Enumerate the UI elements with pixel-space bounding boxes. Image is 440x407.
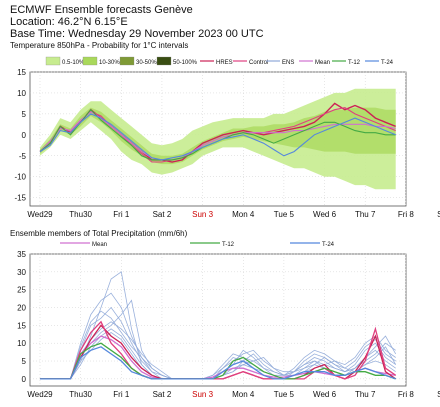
x-tick-label: Sat 2 — [153, 210, 172, 219]
legend-label: T-12 — [222, 242, 235, 248]
x-tick-label: Sat 9 — [437, 210, 440, 219]
legend-label: T-12 — [348, 60, 361, 66]
x-tick-label: Wed 6 — [313, 390, 337, 399]
y-tick-label: 15 — [17, 68, 26, 77]
x-tick-label: Thu 7 — [355, 390, 376, 399]
series-line-t-24 — [40, 346, 396, 380]
x-tick-label: Fri 8 — [398, 210, 415, 219]
legend-label: T-24 — [322, 242, 335, 248]
legend-swatch — [119, 56, 135, 66]
x-tick-label: Tue 5 — [274, 210, 295, 219]
x-tick-label: Wed 6 — [313, 210, 337, 219]
y-tick-label: 5 — [22, 110, 27, 119]
x-tick-label: Wed29 — [27, 210, 53, 219]
legend-swatch — [45, 56, 61, 66]
x-tick-label: Thu30 — [69, 210, 92, 219]
y-tick-label: 10 — [17, 89, 26, 98]
precip-chart-title: Ensemble members of Total Precipitation … — [10, 229, 188, 238]
legend-label: ENS — [282, 60, 294, 66]
x-tick-label: Wed29 — [27, 390, 53, 399]
y-tick-label: 0 — [22, 131, 27, 140]
x-tick-label: Fri 8 — [398, 390, 415, 399]
legend-label: 10-30% — [99, 60, 120, 66]
series-line-t-24 — [39, 113, 396, 161]
x-tick-label: Thu 7 — [355, 210, 376, 219]
x-tick-label: Mon 4 — [232, 210, 255, 219]
y-tick-label: 20 — [17, 304, 26, 313]
y-tick-label: 0 — [22, 375, 27, 384]
legend-label: Mean — [92, 242, 107, 248]
legend-label: T-24 — [381, 60, 394, 66]
y-tick-label: 10 — [17, 339, 26, 348]
legend-label: HRES — [216, 60, 233, 66]
temperature-chart-title: Temperature 850hPa - Probability for 1°C… — [10, 41, 189, 50]
x-tick-label: Sun 3 — [192, 210, 213, 219]
legend-swatch — [156, 56, 172, 66]
x-tick-label: Fri 1 — [113, 390, 130, 399]
x-tick-label: Fri 1 — [113, 210, 130, 219]
x-tick-label: Sat 9 — [437, 390, 440, 399]
legend-label: 30-50% — [136, 60, 157, 66]
x-tick-label: Sat 2 — [153, 390, 172, 399]
legend-label: Control — [249, 60, 268, 66]
y-tick-label: -10 — [14, 173, 26, 182]
x-tick-label: Mon 4 — [232, 390, 255, 399]
location-label: Location: 46.2°N 6.15°E — [10, 16, 128, 28]
title: ECMWF Ensemble forecasts Genève — [10, 4, 193, 16]
legend-label: 0.5-10% — [62, 60, 85, 66]
y-tick-label: 35 — [17, 250, 26, 259]
y-tick-label: -15 — [14, 194, 26, 203]
y-tick-label: 25 — [17, 286, 26, 295]
legend-label: Mean — [315, 60, 330, 66]
legend-swatch — [82, 56, 98, 66]
x-tick-label: Tue 5 — [274, 390, 295, 399]
y-tick-label: -5 — [19, 152, 27, 161]
series-line-t-12 — [40, 342, 396, 380]
y-tick-label: 5 — [22, 357, 27, 366]
x-tick-label: Thu30 — [69, 390, 92, 399]
y-tick-label: 15 — [17, 321, 26, 330]
plot-frame-1 — [29, 253, 407, 387]
legend-label: 50-100% — [173, 60, 198, 66]
y-tick-label: 30 — [17, 268, 26, 277]
base-time-label: Base Time: Wednesday 29 November 2023 00… — [10, 28, 264, 40]
x-tick-label: Sun 3 — [192, 390, 213, 399]
